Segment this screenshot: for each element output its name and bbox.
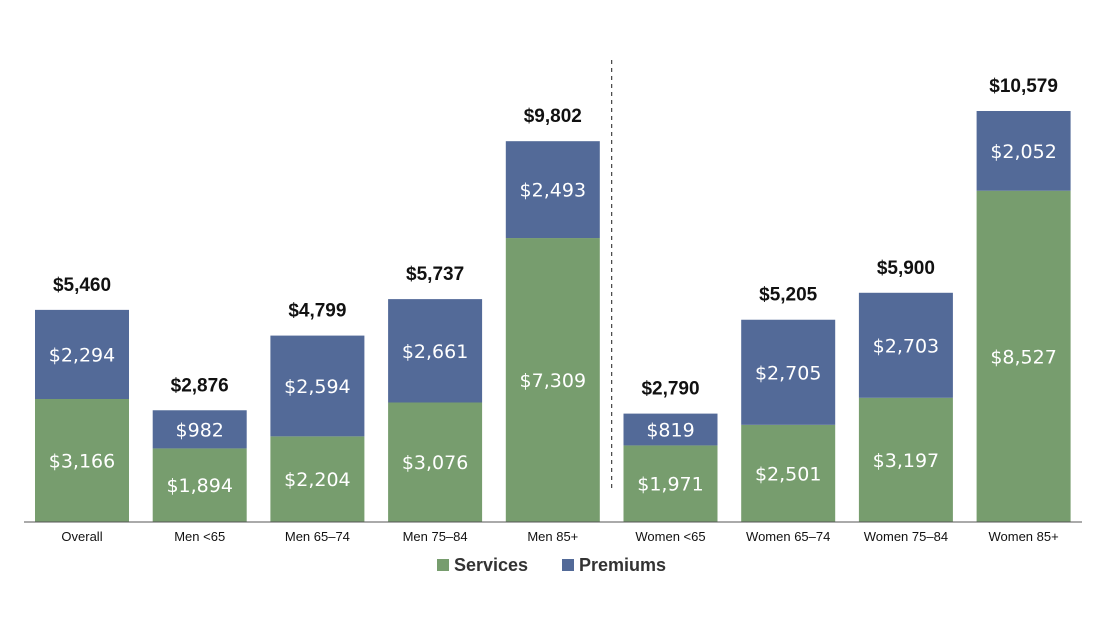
legend-label-premiums: Premiums (579, 555, 666, 575)
services-bar (270, 436, 365, 522)
services-bar (623, 445, 718, 522)
premiums-bar (741, 319, 836, 425)
category-tick-label: Men <65 (174, 529, 225, 544)
services-bar (505, 238, 600, 522)
total-value-label: $10,579 (989, 76, 1058, 97)
category-tick-label: Overall (61, 529, 102, 544)
premiums-bar (623, 413, 718, 446)
services-bar (858, 397, 953, 522)
total-value-label: $5,737 (406, 264, 464, 285)
premiums-bar (858, 292, 953, 398)
total-value-label: $2,876 (171, 375, 229, 396)
premiums-value-label: $2,493 (520, 180, 586, 202)
premiums-value-label: $819 (646, 420, 694, 442)
premiums-value-label: $2,594 (284, 376, 350, 398)
category-tick-label: Women 85+ (988, 529, 1058, 544)
services-value-label: $3,076 (402, 452, 468, 474)
total-value-label: $4,799 (288, 301, 346, 322)
legend-label-services: Services (454, 555, 528, 575)
premiums-bar (976, 111, 1071, 191)
premiums-bar (505, 141, 600, 239)
category-tick-label: Women <65 (635, 529, 705, 544)
total-value-label: $5,460 (53, 275, 111, 296)
services-bar (976, 190, 1071, 523)
services-bar (388, 402, 483, 522)
services-value-label: $2,204 (284, 469, 350, 491)
services-value-label: $1,894 (166, 475, 232, 497)
legend-swatch-services (437, 559, 449, 571)
category-tick-label: Men 65–74 (285, 529, 350, 544)
premiums-value-label: $982 (176, 419, 224, 441)
services-bar (152, 448, 247, 522)
legend-swatch-premiums (562, 559, 574, 571)
premiums-value-label: $2,705 (755, 362, 821, 384)
premiums-value-label: $2,052 (990, 141, 1056, 163)
services-value-label: $1,971 (637, 474, 703, 496)
category-tick-label: Men 85+ (527, 529, 578, 544)
total-value-label: $2,790 (641, 379, 699, 400)
services-bar (741, 424, 836, 522)
category-tick-label: Men 75–84 (403, 529, 468, 544)
premiums-bar (152, 410, 247, 449)
premiums-value-label: $2,661 (402, 341, 468, 363)
total-value-label: $5,900 (877, 258, 935, 279)
premiums-value-label: $2,294 (49, 344, 115, 366)
premiums-bar (270, 335, 365, 437)
total-value-label: $9,802 (524, 106, 582, 127)
services-value-label: $7,309 (520, 370, 586, 392)
category-tick-label: Women 65–74 (746, 529, 830, 544)
category-tick-label: Women 75–84 (864, 529, 948, 544)
services-value-label: $2,501 (755, 463, 821, 485)
services-value-label: $8,527 (990, 346, 1056, 368)
premiums-bar (388, 299, 483, 403)
premiums-value-label: $2,703 (873, 335, 939, 357)
premiums-bar (35, 309, 129, 399)
services-bar (35, 398, 129, 522)
services-value-label: $3,166 (49, 450, 115, 472)
total-value-label: $5,205 (759, 285, 818, 306)
services-value-label: $3,197 (873, 450, 939, 472)
